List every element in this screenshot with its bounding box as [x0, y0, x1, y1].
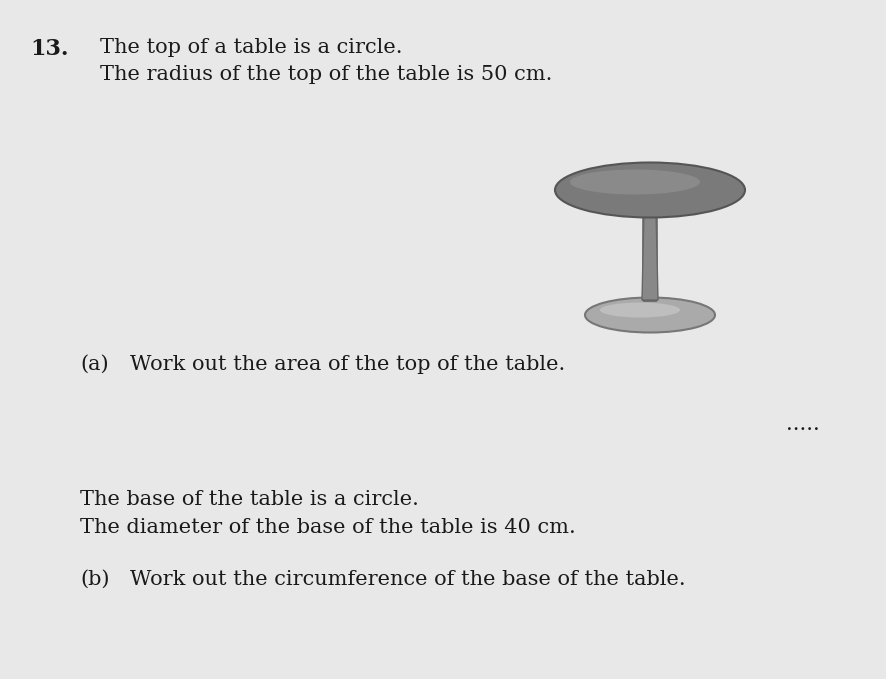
Ellipse shape	[585, 297, 715, 333]
Text: .....: .....	[786, 415, 820, 434]
Text: The radius of the top of the table is 50 cm.: The radius of the top of the table is 50…	[100, 65, 552, 84]
Polygon shape	[642, 210, 658, 300]
Text: The diameter of the base of the table is 40 cm.: The diameter of the base of the table is…	[80, 518, 576, 537]
Text: The top of a table is a circle.: The top of a table is a circle.	[100, 38, 402, 57]
Text: 13.: 13.	[30, 38, 68, 60]
Ellipse shape	[555, 162, 745, 217]
Ellipse shape	[600, 303, 680, 318]
Text: Work out the area of the top of the table.: Work out the area of the top of the tabl…	[130, 355, 565, 374]
Text: Work out the circumference of the base of the table.: Work out the circumference of the base o…	[130, 570, 686, 589]
Text: The base of the table is a circle.: The base of the table is a circle.	[80, 490, 419, 509]
FancyBboxPatch shape	[643, 209, 657, 301]
Ellipse shape	[570, 170, 700, 194]
Text: (a): (a)	[80, 355, 109, 374]
Text: (b): (b)	[80, 570, 110, 589]
